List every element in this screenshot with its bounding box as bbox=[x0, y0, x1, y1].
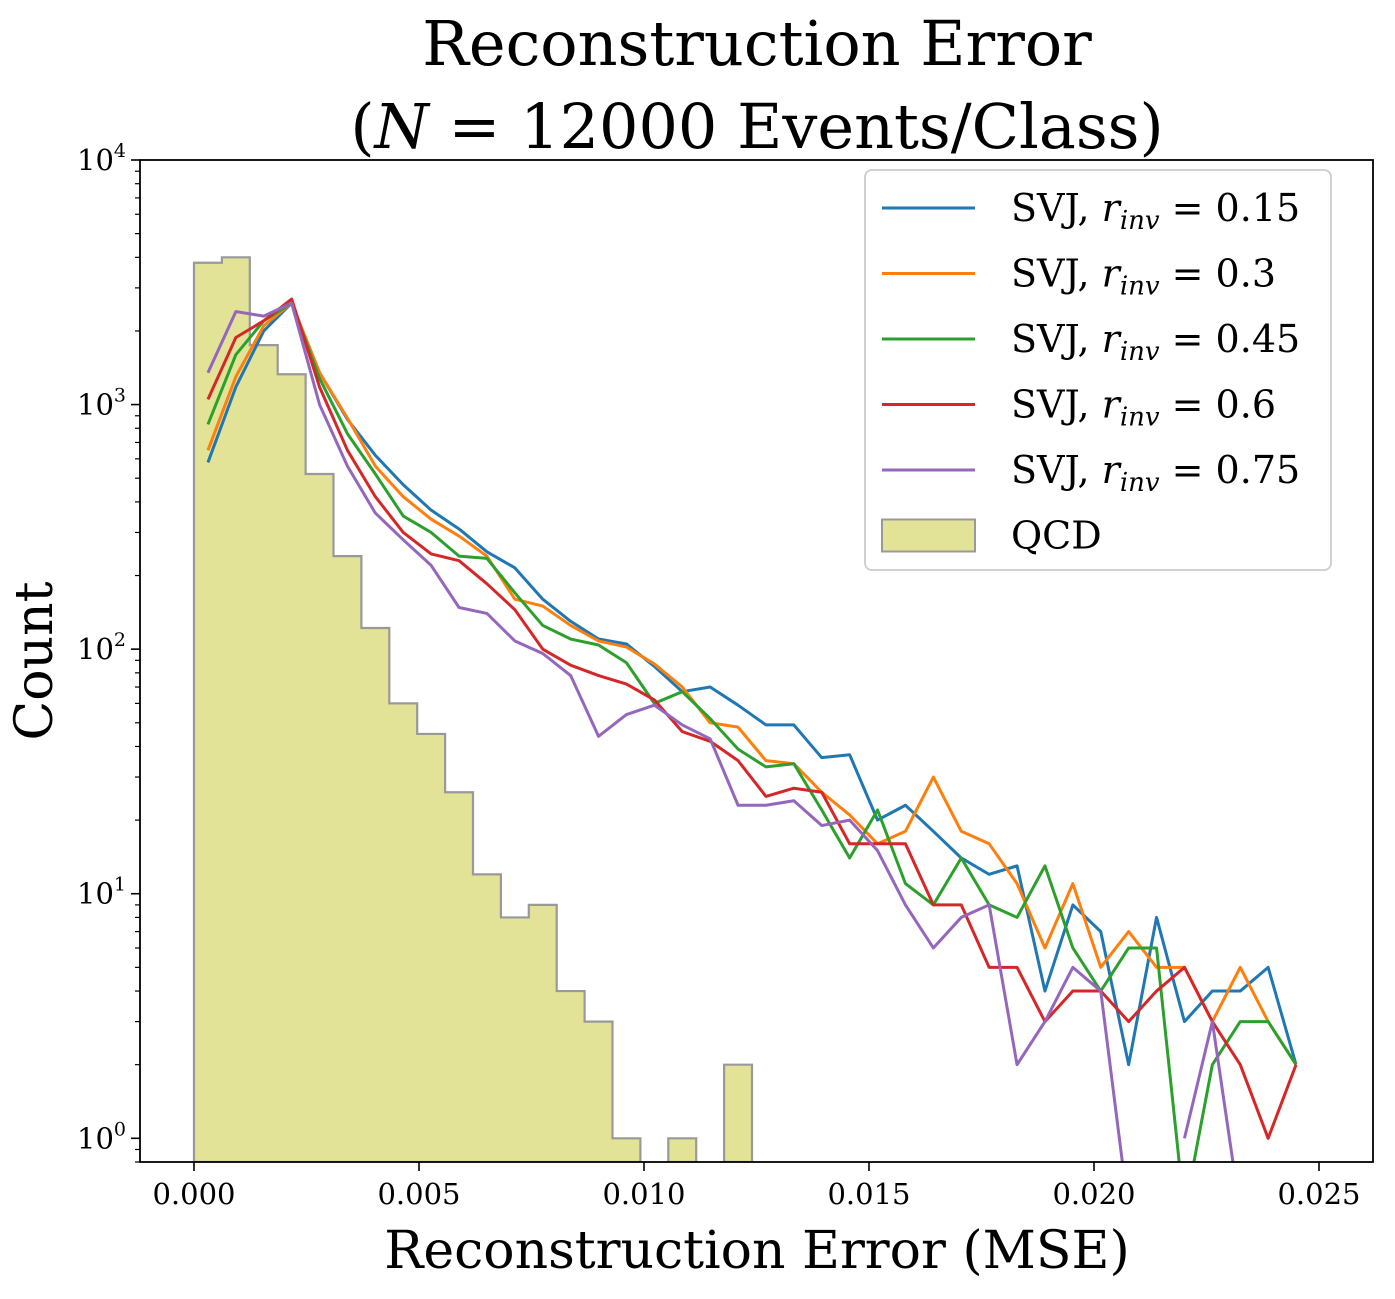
qcd-histogram bbox=[192, 256, 754, 1162]
title-variable: N bbox=[373, 90, 432, 163]
y-tick-label: 103 bbox=[77, 385, 126, 422]
legend-label-3: SVJ, rinv = 0.45 bbox=[1011, 317, 1300, 367]
title-open-paren: ( bbox=[350, 90, 374, 163]
y-tick-label: 102 bbox=[77, 629, 126, 666]
legend-label-2: SVJ, rinv = 0.3 bbox=[1011, 252, 1276, 302]
svj-series-line-3 bbox=[206, 301, 1298, 1162]
svj-series-line-4 bbox=[206, 297, 1298, 1140]
svj-series-line-2 bbox=[206, 301, 1298, 1066]
svj-series-line-5 bbox=[206, 301, 1235, 1162]
axes: 0.000 0.005 0.010 0.015 0.020 0.025 100 101 102 1… bbox=[77, 140, 1374, 1211]
legend-label-1: SVJ, rinv = 0.15 bbox=[1011, 186, 1300, 236]
x-tick-label: 0.015 bbox=[827, 1177, 910, 1211]
plot-content bbox=[192, 256, 1298, 1162]
title-rest: = 12000 Events/Class) bbox=[429, 90, 1164, 163]
svj-series-line-1 bbox=[206, 301, 1298, 1067]
chart-title-line1: Reconstruction Error bbox=[422, 7, 1092, 80]
plot-area bbox=[192, 256, 1298, 1162]
legend-frame bbox=[864, 169, 1332, 571]
x-tick-label: 0.010 bbox=[602, 1177, 685, 1211]
x-tick-label: 0.000 bbox=[152, 1177, 235, 1211]
chart-title-line2: (N = 12000 Events/Class) bbox=[350, 90, 1163, 163]
x-tick-label: 0.005 bbox=[377, 1177, 460, 1211]
legend-swatch-qcd bbox=[881, 518, 976, 553]
y-axis-label: Count bbox=[5, 581, 65, 740]
y-tick-label: 104 bbox=[77, 140, 126, 177]
legend-label-5: SVJ, rinv = 0.75 bbox=[1011, 448, 1300, 498]
legend-label-qcd: QCD bbox=[1011, 514, 1102, 558]
x-tick-label: 0.020 bbox=[1052, 1177, 1135, 1211]
legend-label-4: SVJ, rinv = 0.6 bbox=[1011, 383, 1276, 433]
legend: SVJ, rinv = 0.15 SVJ, rinv = 0.3 SVJ, rinv… bbox=[864, 169, 1332, 571]
x-tick-label: 0.025 bbox=[1277, 1177, 1360, 1211]
y-tick-label: 100 bbox=[77, 1118, 126, 1155]
x-axis-label: Reconstruction Error (MSE) bbox=[384, 1221, 1130, 1281]
y-tick-label: 101 bbox=[77, 874, 126, 911]
axes-frame bbox=[139, 159, 1374, 1163]
